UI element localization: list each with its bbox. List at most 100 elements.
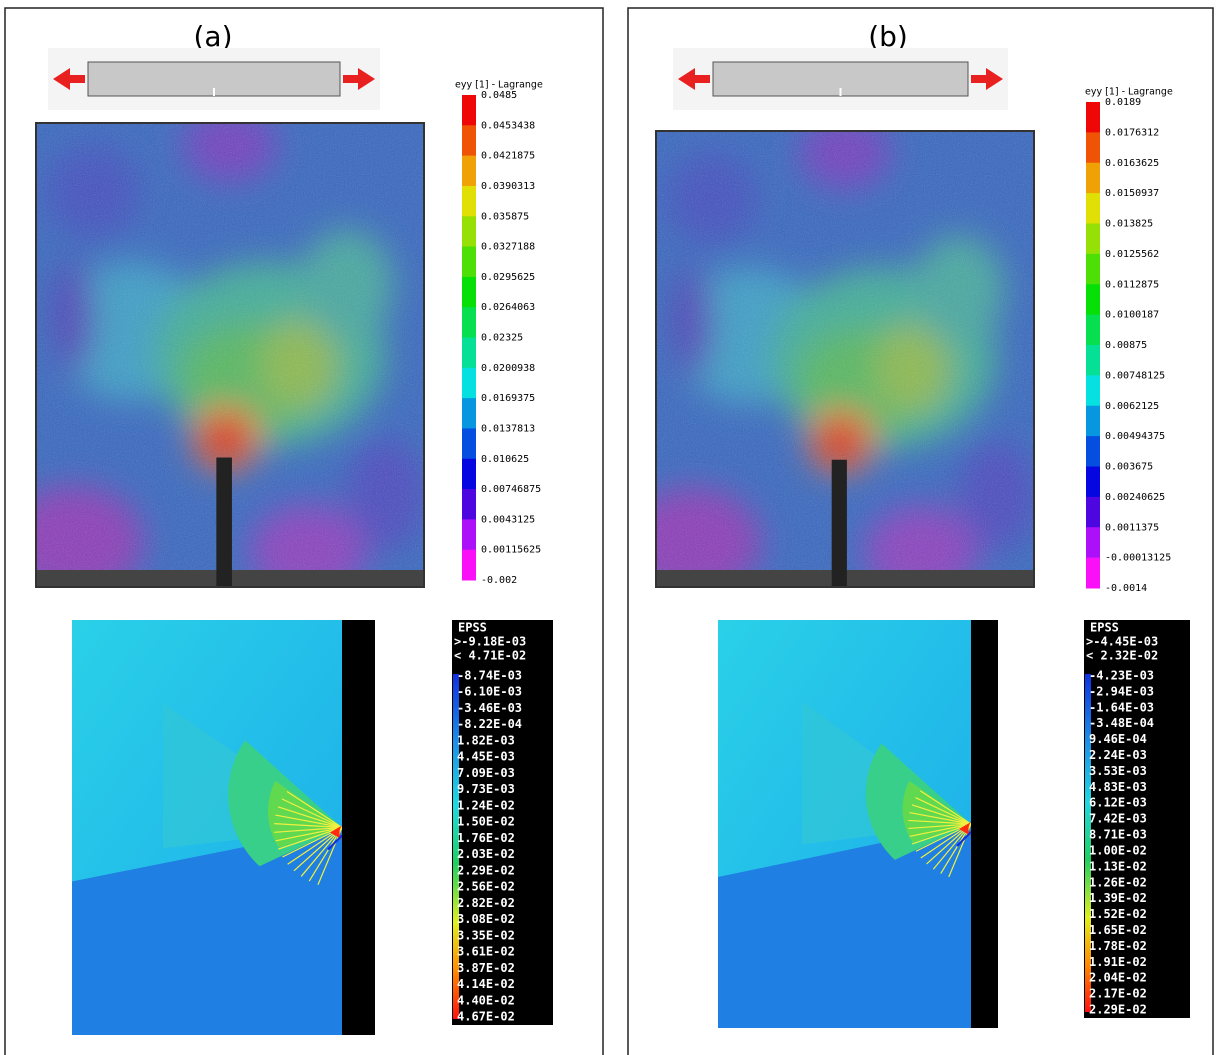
colorbar-label: 0.00875 — [1105, 340, 1147, 351]
strain-map — [35, 122, 425, 588]
legend-label: 4.83E-03 — [1089, 780, 1147, 794]
colorbar-segment — [1086, 557, 1100, 589]
colorbar-label: 0.0390313 — [481, 181, 535, 192]
colorbar-label: 0.0169375 — [481, 393, 535, 404]
colorbar-label: 0.0176312 — [1105, 127, 1159, 138]
colorbar-segment — [1086, 314, 1100, 346]
legend-label: 1.76E-02 — [457, 831, 515, 845]
legend-label: 3.35E-02 — [457, 928, 515, 942]
colorbar-segment — [462, 246, 476, 278]
colorbar-segment — [1086, 162, 1100, 194]
colorbar-label: 0.0485 — [481, 90, 517, 101]
colorbar-segment — [1086, 253, 1100, 285]
colorbar-segment — [1086, 345, 1100, 376]
fe-crack-ray — [956, 831, 972, 847]
fe-ray — [286, 791, 343, 829]
fe-ray — [909, 823, 972, 837]
arrow-right — [343, 68, 375, 90]
strain-map — [655, 130, 1035, 588]
legend-label: 1.50E-02 — [457, 815, 515, 829]
colorbar-label: 0.0327188 — [481, 242, 535, 253]
colorbar-segment — [1086, 284, 1100, 316]
arrow-left — [53, 68, 85, 90]
legend-label: 1.82E-03 — [457, 733, 515, 747]
colorbar-segment — [462, 216, 476, 248]
legend-label: 4.40E-02 — [457, 993, 515, 1007]
colorbar-label: 0.0125562 — [1105, 249, 1159, 260]
legend-label: -3.46E-03 — [457, 701, 522, 715]
legend-label: 3.61E-02 — [457, 945, 515, 959]
legend-label: 1.39E-02 — [1089, 891, 1147, 905]
fe-ray — [919, 790, 972, 825]
fe-ray — [308, 827, 343, 882]
colorbar-segment — [462, 95, 476, 126]
notch — [831, 459, 847, 588]
colorbar-segment — [462, 155, 476, 187]
colorbar-segment — [1086, 466, 1100, 498]
colorbar-segment — [1086, 436, 1100, 467]
legend-label: 3.87E-02 — [457, 961, 515, 975]
legend-strip — [1085, 674, 1091, 1012]
legend-min: < 4.71E-02 — [454, 649, 526, 663]
colorbar-label: 0.00115625 — [481, 545, 541, 556]
fe-boundary — [342, 620, 375, 1035]
colorbar-segment — [462, 398, 476, 429]
legend-label: 2.24E-03 — [1089, 748, 1147, 762]
legend-label: 2.56E-02 — [457, 880, 515, 894]
legend-label: 1.78E-02 — [1089, 939, 1147, 953]
fe-ray — [912, 823, 972, 845]
legend-label: 4.14E-02 — [457, 977, 515, 991]
legend-label: 9.46E-04 — [1089, 732, 1147, 746]
colorbar-segment — [462, 276, 476, 308]
legend-title: EPSS — [458, 621, 487, 635]
fe-ray — [274, 823, 343, 829]
legend-label: 3.53E-03 — [1089, 764, 1147, 778]
fe-ray — [275, 826, 343, 842]
legend-label: 2.29E-02 — [1089, 1003, 1147, 1017]
legend-bg — [452, 620, 553, 1025]
colorbar-segment — [1086, 223, 1100, 255]
legend-label: 2.03E-02 — [457, 847, 515, 861]
colorbar-segment — [1086, 193, 1100, 224]
colorbar-segment — [462, 549, 476, 581]
legend-label: 1.91E-02 — [1089, 955, 1147, 969]
colorbar-segment — [1086, 496, 1100, 528]
colorbar-label: 0.010625 — [481, 454, 529, 465]
legend-bg — [1084, 620, 1190, 1018]
colorbar-title: eyy [1] - Lagrange — [455, 80, 543, 91]
fe-boundary — [971, 620, 998, 1028]
fe-ray — [908, 819, 972, 825]
legend-label: -4.23E-03 — [1089, 669, 1154, 683]
fe-ray — [300, 827, 343, 877]
arrow-right — [971, 68, 1003, 90]
colorbar-label: 0.0011375 — [1105, 522, 1159, 533]
colorbar-label: 0.013825 — [1105, 219, 1153, 230]
colorbar-label: 0.0264063 — [481, 302, 535, 313]
colorbar-segment — [1086, 102, 1100, 133]
legend-max: >-9.18E-03 — [454, 635, 526, 649]
fe-ray — [909, 811, 972, 825]
legend-label: -8.22E-04 — [457, 717, 522, 731]
legend-label: 2.17E-02 — [1089, 987, 1147, 1001]
colorbar-segment — [462, 458, 476, 490]
colorbar-label: 0.00240625 — [1105, 492, 1165, 503]
legend-label: 9.73E-03 — [457, 782, 515, 796]
colorbar-label: -0.00013125 — [1105, 553, 1171, 564]
legend-label: 6.12E-03 — [1089, 796, 1147, 810]
fe-region — [718, 824, 971, 1028]
fe-crack-ray — [327, 834, 343, 851]
colorbar-label: 0.00746875 — [481, 484, 541, 495]
fe-ray — [281, 798, 343, 829]
legend-label: -1.64E-03 — [1089, 700, 1154, 714]
colorbar-label: 0.02325 — [481, 333, 523, 344]
legend-label: 4.45E-03 — [457, 750, 515, 764]
legend-label: 8.71E-03 — [1089, 828, 1147, 842]
legend-label: 1.24E-02 — [457, 798, 515, 812]
fe-tip — [330, 825, 342, 840]
legend-label: -3.48E-04 — [1089, 716, 1154, 730]
colorbar-label: 0.035875 — [481, 211, 529, 222]
colorbar-label: 0.003675 — [1105, 462, 1153, 473]
fe-ray — [911, 804, 972, 825]
panel-frame — [4, 7, 604, 1055]
